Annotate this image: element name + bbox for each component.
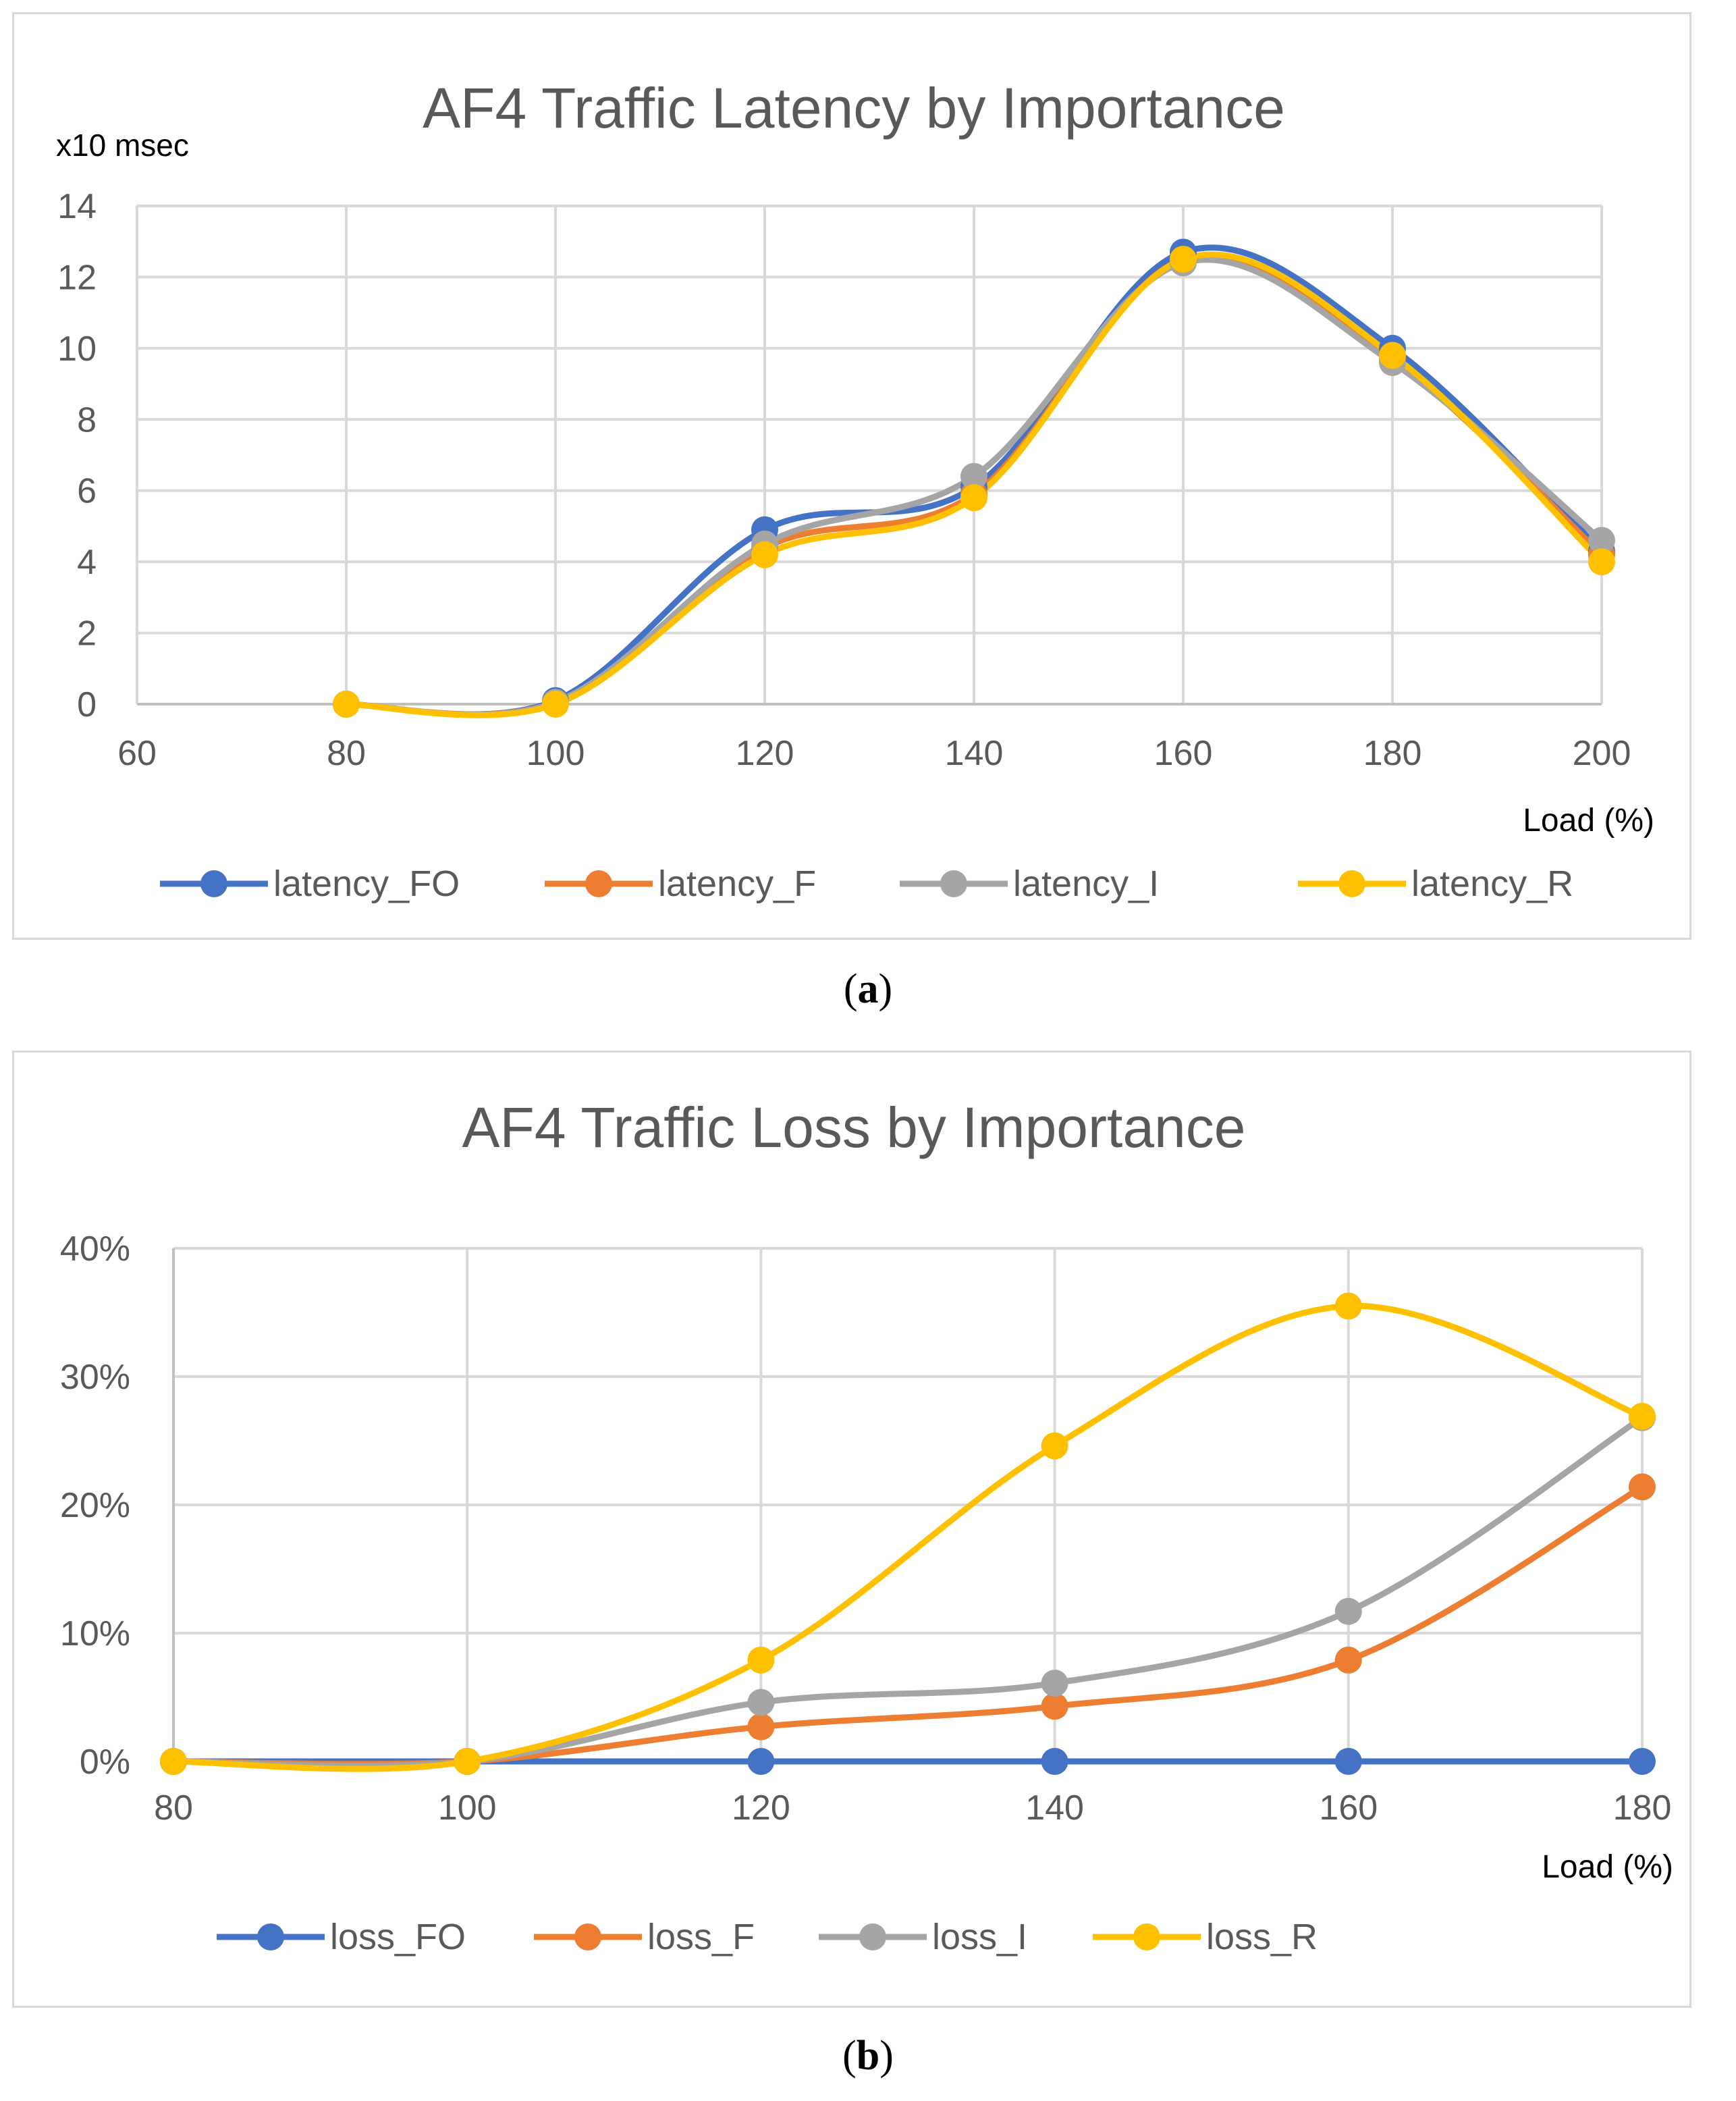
- x-tick-label: 160: [1319, 1788, 1378, 1828]
- data-point-loss_I: [747, 1688, 775, 1716]
- data-point-latency_I: [1588, 527, 1615, 554]
- legend-label-loss_F: loss_F: [647, 1917, 755, 1957]
- series-line-loss_F: [170, 1483, 1646, 1767]
- legend-marker-latency_R: [1338, 870, 1365, 897]
- legend-label-loss_R: loss_R: [1206, 1917, 1318, 1957]
- x-tick-label: 120: [732, 1788, 790, 1828]
- x-tick-label: 200: [1573, 734, 1631, 773]
- loss-chart: AF4 Traffic Loss by Importance 0% 10% 20% 30…: [60, 1096, 1673, 1957]
- latency-chart-panel: AF4 Traffic Latency by Importance x10 mse…: [12, 12, 1691, 940]
- y-unit-label: x10 msec: [56, 128, 189, 163]
- series-line-loss_R: [170, 1302, 1646, 1772]
- series-line-loss_I: [170, 1414, 1646, 1769]
- x-axis-label: Load (%): [1523, 803, 1654, 839]
- data-point-loss_R: [1041, 1432, 1068, 1460]
- x-tick-label: 140: [1025, 1788, 1084, 1828]
- x-tick-label: 80: [327, 734, 366, 773]
- caption-a-letter: a: [857, 966, 879, 1012]
- x-tick-label: 100: [438, 1788, 497, 1828]
- y-tick-label: 12: [57, 258, 97, 297]
- data-point-latency_R: [1588, 548, 1615, 576]
- chart-title: AF4 Traffic Latency by Importance: [423, 76, 1285, 140]
- y-tick-label: 0: [77, 685, 97, 724]
- data-point-loss_F: [747, 1713, 775, 1740]
- y-tick-label: 40%: [60, 1229, 130, 1269]
- legend-label-loss_I: loss_I: [932, 1917, 1027, 1957]
- legend-marker-loss_R: [1133, 1923, 1160, 1950]
- x-tick-label: 80: [154, 1788, 193, 1828]
- latency-chart: AF4 Traffic Latency by Importance x10 mse…: [56, 76, 1654, 904]
- y-tick-label: 14: [57, 187, 97, 226]
- data-point-loss_F: [1629, 1473, 1656, 1501]
- legend-marker-loss_FO: [257, 1923, 284, 1950]
- y-tick-label: 2: [77, 614, 97, 654]
- data-point-loss_R: [1629, 1402, 1656, 1430]
- legend-label-latency_I: latency_I: [1013, 863, 1159, 904]
- legend-label-latency_FO: latency_FO: [273, 863, 460, 904]
- data-point-latency_R: [960, 484, 987, 512]
- legend-marker-latency_F: [585, 870, 612, 897]
- x-tick-label: 120: [736, 734, 794, 773]
- x-tick-label: 60: [117, 734, 157, 773]
- y-tick-label: 10: [57, 329, 97, 369]
- legend-label-latency_R: latency_R: [1411, 863, 1573, 904]
- data-point-loss_R: [747, 1646, 775, 1674]
- data-point-latency_R: [333, 691, 360, 718]
- data-point-loss_FO: [1629, 1748, 1656, 1775]
- data-point-loss_FO: [747, 1748, 775, 1775]
- data-point-loss_R: [160, 1748, 187, 1775]
- y-tick-label: 0%: [80, 1743, 130, 1782]
- y-tick-label: 10%: [60, 1614, 130, 1653]
- data-point-loss_I: [1041, 1670, 1068, 1697]
- data-point-latency_R: [751, 541, 778, 568]
- caption-b-letter: b: [856, 2033, 880, 2079]
- data-point-latency_R: [1379, 342, 1406, 369]
- data-point-latency_R: [1170, 246, 1197, 273]
- data-point-latency_R: [542, 691, 569, 718]
- data-point-loss_FO: [1041, 1748, 1068, 1775]
- x-tick-label: 180: [1613, 1788, 1672, 1828]
- data-point-loss_I: [1334, 1597, 1362, 1625]
- caption-b: (b): [842, 2033, 894, 2079]
- data-point-latency_I: [960, 462, 987, 490]
- x-axis-label: Load (%): [1542, 1849, 1673, 1885]
- data-point-loss_FO: [1334, 1748, 1362, 1775]
- x-tick-label: 140: [945, 734, 1004, 773]
- y-tick-label: 20%: [60, 1486, 130, 1525]
- legend-marker-latency_I: [940, 870, 967, 897]
- x-tick-label: 100: [526, 734, 585, 773]
- legend-label-loss_FO: loss_FO: [330, 1917, 466, 1957]
- chart-title: AF4 Traffic Loss by Importance: [462, 1096, 1246, 1159]
- data-point-loss_R: [1334, 1292, 1362, 1320]
- y-tick-label: 4: [77, 543, 97, 582]
- data-point-loss_F: [1041, 1693, 1068, 1720]
- y-tick-label: 8: [77, 400, 97, 440]
- x-tick-label: 180: [1363, 734, 1422, 773]
- y-tick-label: 30%: [60, 1358, 130, 1397]
- legend-marker-loss_I: [859, 1923, 886, 1950]
- data-point-loss_R: [454, 1748, 481, 1775]
- caption-a: (a): [843, 966, 893, 1012]
- x-tick-label: 160: [1154, 734, 1213, 773]
- loss-chart-panel: AF4 Traffic Loss by Importance 0% 10% 20% 30…: [12, 1050, 1691, 2008]
- data-point-loss_F: [1334, 1646, 1362, 1674]
- legend-label-latency_F: latency_F: [658, 863, 816, 904]
- legend-marker-loss_F: [574, 1923, 601, 1950]
- y-tick-label: 6: [77, 472, 97, 511]
- legend-marker-latency_FO: [200, 870, 227, 897]
